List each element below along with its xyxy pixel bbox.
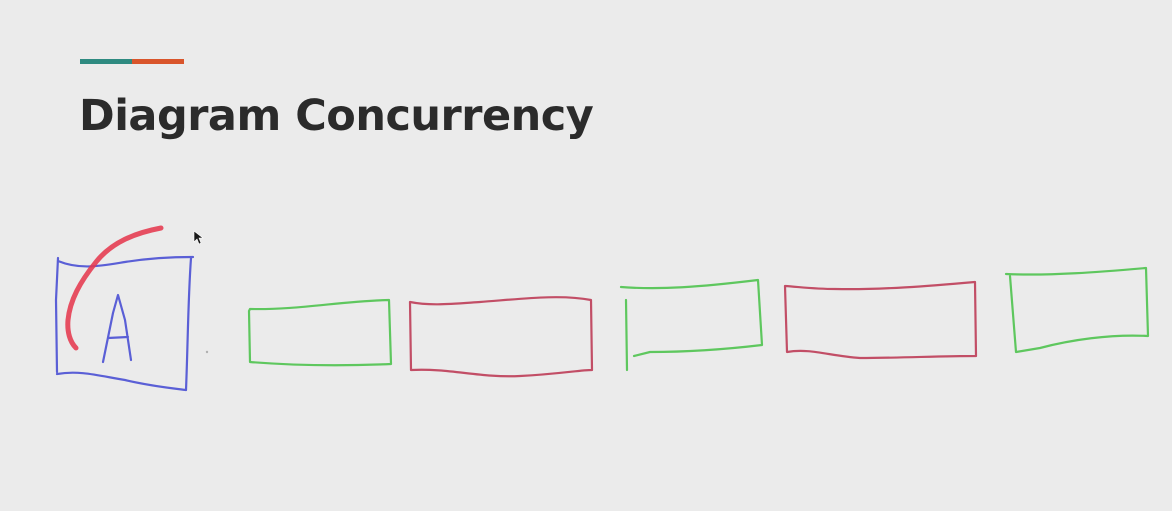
- accent-segment-teal: [80, 59, 132, 64]
- stray-dot: [205, 350, 209, 354]
- box-a-bottom-edge: [55, 371, 188, 392]
- diagram-box-red-2: [783, 280, 978, 360]
- diagram-box-green-2: [619, 278, 764, 372]
- box-a-left-edge: [54, 256, 60, 374]
- diagram-box-green-3: [1004, 266, 1150, 354]
- title-accent-bar: [80, 59, 184, 64]
- box-a-top-edge: [56, 255, 195, 268]
- mouse-pointer-icon: [193, 230, 204, 245]
- slide-title: Diagram Concurrency: [79, 91, 594, 141]
- box-a-letter-a: [101, 293, 133, 364]
- accent-segment-orange: [132, 59, 184, 64]
- box-a-right-edge: [184, 256, 193, 392]
- red-annotation-arc: [65, 225, 164, 351]
- diagram-box-green-1: [247, 298, 393, 367]
- diagram-box-red-1: [408, 296, 594, 378]
- diagram-box-a: [54, 255, 195, 392]
